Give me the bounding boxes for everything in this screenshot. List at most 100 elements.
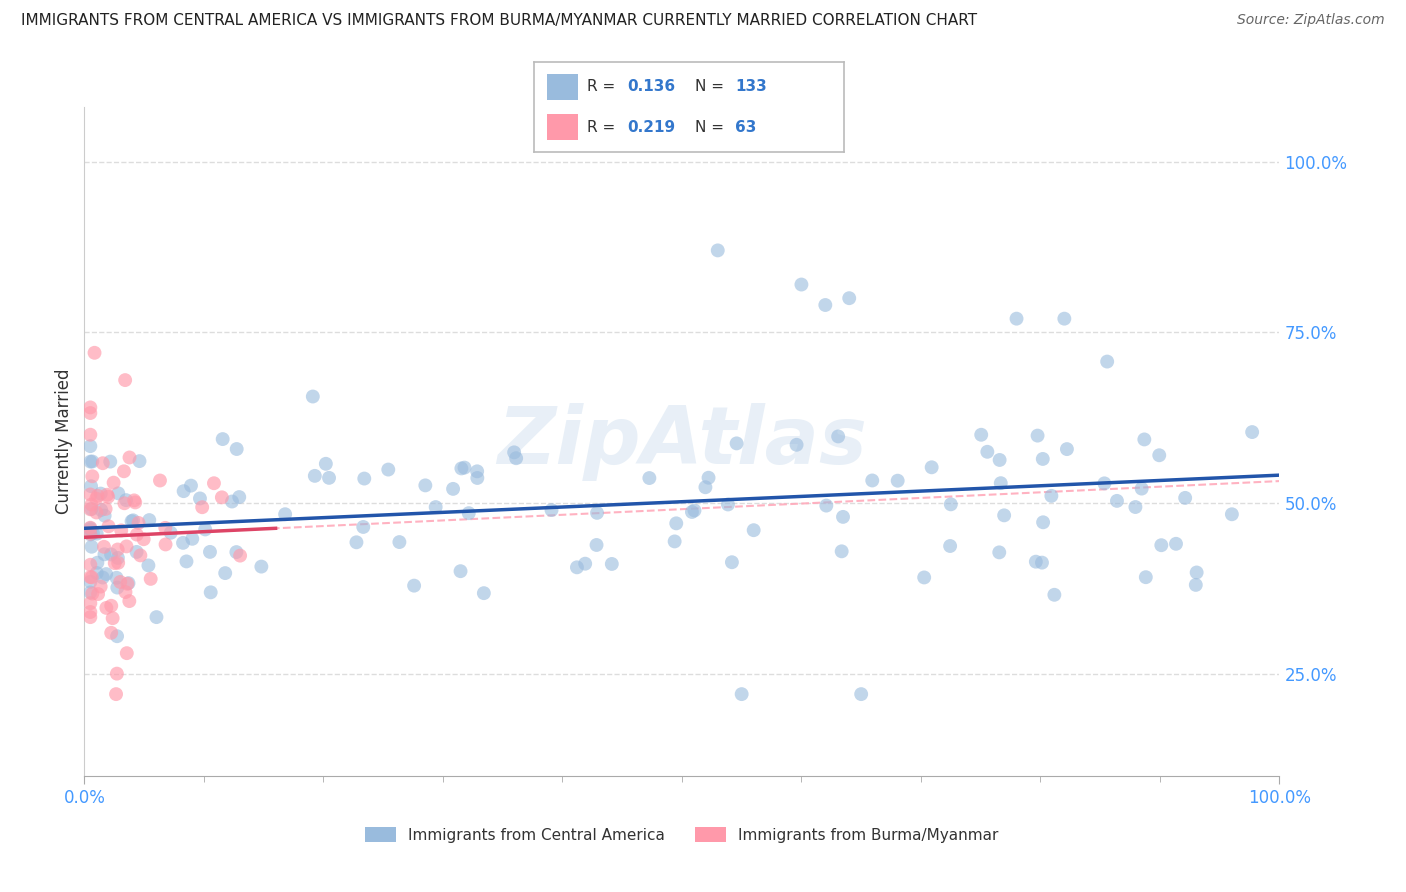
Point (200, 585, 222, 599)
Point (86, 566, 108, 580)
Point (128, 454, 150, 468)
Point (225, 545, 247, 559)
Point (79, 427, 101, 442)
Point (86, 526, 108, 541)
Point (159, 525, 181, 540)
Point (108, 574, 131, 589)
Point (181, 532, 204, 546)
Point (172, 536, 194, 550)
Point (725, 436, 748, 450)
Point (101, 611, 124, 625)
Point (79, 605, 101, 619)
Point (1133, 433, 1156, 447)
Point (790, 277, 813, 292)
Text: ZipAtlas: ZipAtlas (496, 402, 868, 481)
Point (827, 429, 849, 443)
Point (831, 544, 853, 558)
Point (990, 476, 1012, 491)
Point (79, 610, 101, 624)
Point (91, 570, 114, 584)
Y-axis label: Currently Married: Currently Married (55, 368, 73, 515)
Point (1125, 500, 1147, 514)
Point (939, 497, 962, 511)
Point (860, 474, 883, 488)
Point (1185, 566, 1208, 580)
Point (79, 526, 101, 541)
Point (198, 545, 221, 559)
Point (129, 549, 152, 563)
Point (638, 471, 661, 485)
Point (1164, 537, 1187, 551)
Point (194, 523, 217, 537)
Point (82, 454, 104, 468)
Point (139, 572, 162, 586)
Point (742, 523, 765, 537)
Point (211, 432, 233, 446)
Point (453, 460, 475, 475)
Point (565, 560, 588, 574)
Point (107, 542, 129, 557)
Point (1135, 570, 1157, 584)
Point (107, 556, 129, 570)
Point (93, 508, 115, 523)
Point (457, 506, 479, 520)
Point (90, 486, 112, 500)
Point (993, 508, 1015, 523)
Point (503, 445, 526, 459)
Point (211, 491, 233, 505)
Text: N =: N = (695, 79, 728, 95)
Point (100, 625, 122, 640)
Point (665, 516, 688, 531)
Point (304, 468, 326, 483)
Point (79, 585, 101, 599)
Point (114, 585, 136, 599)
Point (82, 586, 104, 600)
Point (103, 475, 125, 490)
Point (1095, 354, 1118, 368)
Text: 133: 133 (735, 79, 768, 95)
Point (79, 406, 101, 420)
Point (731, 687, 754, 701)
Point (1056, 442, 1078, 456)
Text: 63: 63 (735, 120, 756, 135)
Point (315, 457, 337, 471)
Point (105, 629, 128, 643)
Point (229, 549, 252, 563)
Point (832, 509, 855, 524)
Point (838, 291, 860, 305)
Point (125, 545, 148, 559)
Point (138, 558, 160, 573)
Point (80, 502, 103, 516)
Point (415, 478, 437, 492)
Point (173, 484, 195, 499)
Point (90, 503, 112, 517)
Point (117, 576, 139, 591)
Point (96, 488, 118, 502)
Text: N =: N = (695, 120, 728, 135)
Point (107, 486, 129, 500)
Point (912, 570, 935, 584)
Point (1040, 489, 1063, 503)
Point (346, 535, 368, 549)
Point (86, 506, 108, 520)
Point (79, 527, 101, 541)
Point (124, 495, 146, 509)
Point (180, 478, 202, 492)
Bar (547, 74, 578, 101)
Point (318, 471, 340, 485)
Point (274, 507, 297, 521)
Point (228, 490, 250, 504)
Point (202, 476, 225, 491)
Point (82, 526, 104, 541)
Point (505, 451, 527, 466)
Point (122, 493, 145, 508)
Point (1105, 494, 1128, 508)
Point (112, 464, 135, 478)
Point (93, 547, 115, 561)
Point (115, 493, 138, 508)
Point (86, 489, 108, 503)
Point (1053, 311, 1076, 326)
Point (221, 494, 243, 508)
Point (125, 527, 148, 541)
Point (988, 545, 1011, 559)
